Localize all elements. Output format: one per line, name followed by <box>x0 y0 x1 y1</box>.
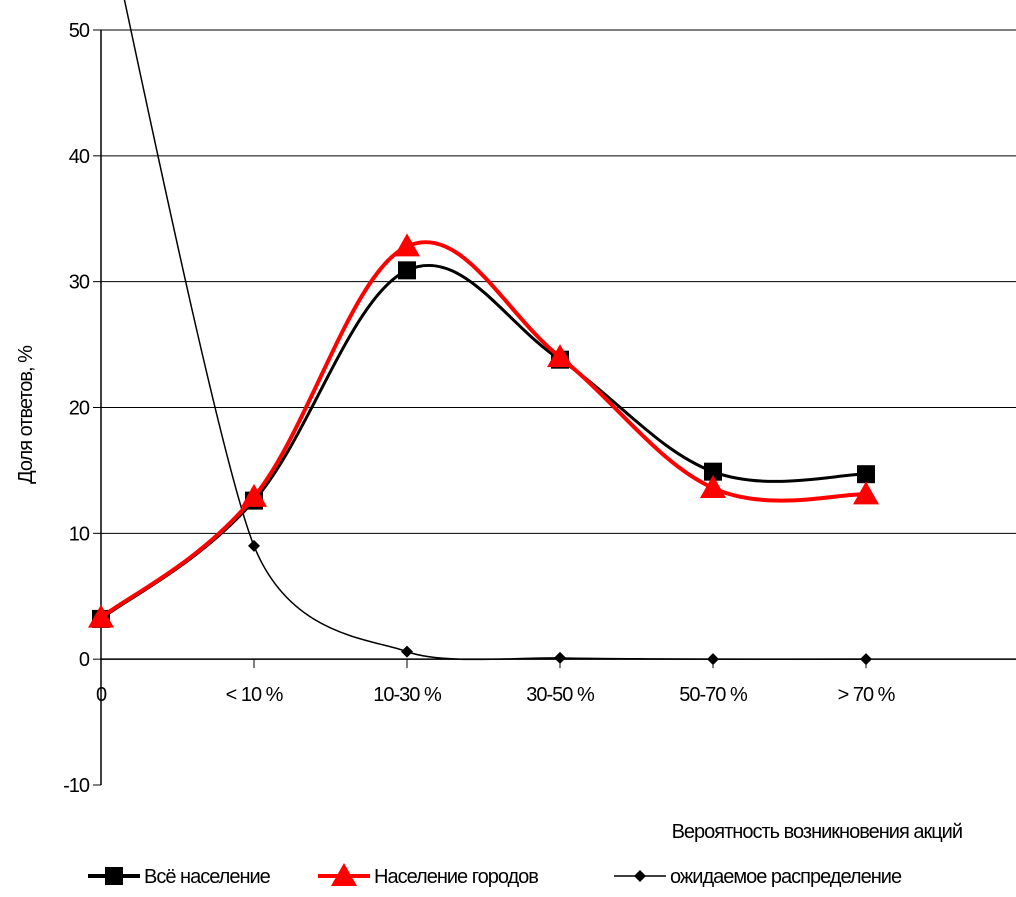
data-point <box>554 651 566 664</box>
data-point <box>707 653 719 666</box>
data-point <box>547 344 573 368</box>
legend-marker <box>634 870 646 882</box>
y-tick-label: 0 <box>79 649 90 671</box>
legend-marker <box>331 863 357 886</box>
data-point <box>401 645 413 658</box>
y-tick-labels: 50 40 30 20 10 0 -10 <box>63 20 91 797</box>
series-line <box>123 0 867 661</box>
data-point <box>860 653 872 666</box>
data-point <box>241 483 267 507</box>
legend-label: Всё население <box>144 866 271 888</box>
series-line <box>101 263 867 621</box>
x-tick-label: 10-30 % <box>373 684 442 706</box>
y-tick-label: 40 <box>69 146 90 168</box>
data-point <box>88 604 114 628</box>
x-tick-label: > 70 % <box>838 684 896 706</box>
series-1 <box>88 233 879 628</box>
data-point <box>248 539 260 552</box>
x-tick-label: < 10 % <box>226 684 284 706</box>
x-tick-label: 0 <box>96 684 107 706</box>
y-tick-label: 10 <box>69 523 90 545</box>
plot-area <box>88 0 879 666</box>
legend-label: Население городов <box>374 866 538 888</box>
series-2 <box>123 0 872 666</box>
data-point <box>394 233 420 257</box>
data-point <box>853 481 879 505</box>
series-line <box>101 240 867 620</box>
legend-item: Население городов <box>318 863 539 888</box>
x-axis-label: Вероятность возникновения акций <box>672 821 962 843</box>
legend-marker <box>105 867 123 885</box>
y-tick-label: 50 <box>69 20 90 42</box>
y-axis-label: Доля ответов, % <box>15 345 37 484</box>
x-tick-labels: 0 < 10 % 10-30 % 30-50 % 50-70 % > 70 % <box>96 684 897 706</box>
legend-item: Всё население <box>88 866 272 888</box>
data-point <box>704 462 722 481</box>
y-tick-label: 30 <box>69 272 90 294</box>
legend: Всё население Население городов ожидаемое … <box>88 863 903 888</box>
data-point <box>700 475 726 499</box>
x-tick-label: 50-70 % <box>679 684 748 706</box>
data-point <box>398 261 416 280</box>
y-tick-label: 20 <box>69 398 90 420</box>
y-tick-label: -10 <box>63 775 90 797</box>
legend-item: ожидаемое распределение <box>614 866 903 888</box>
grid-lines <box>101 29 1016 660</box>
x-tick-label: 30-50 % <box>526 684 595 706</box>
legend-label: ожидаемое распределение <box>670 866 902 888</box>
series-0 <box>92 261 875 628</box>
data-point <box>857 465 875 484</box>
